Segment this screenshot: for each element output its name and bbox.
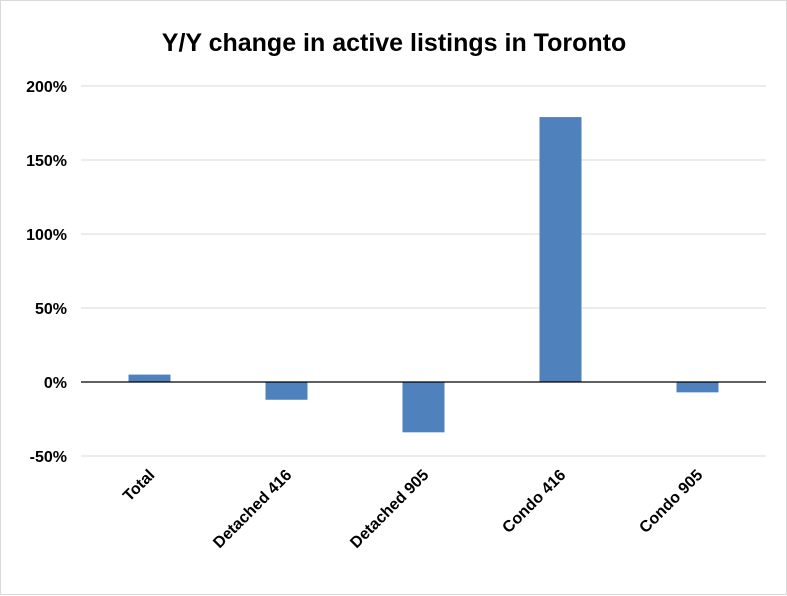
bar-condo-905 — [676, 382, 719, 393]
x-axis-category-labels: Total Detached 416 Detached 905 Condo 416 Co… — [120, 467, 706, 552]
gridlines — [81, 85, 766, 457]
bar-detached-905 — [402, 382, 445, 433]
chart-title: Y/Y change in active listings in Toronto — [162, 29, 626, 57]
bar-total — [128, 374, 171, 382]
x-category-label: Detached 416 — [210, 467, 295, 552]
x-category-label: Total — [120, 467, 158, 505]
y-tick-label: 200% — [26, 79, 67, 96]
y-tick-label: 0% — [44, 375, 67, 392]
y-tick-label: -50% — [30, 449, 67, 466]
y-tick-label: 50% — [35, 301, 67, 318]
x-category-label: Condo 416 — [499, 467, 569, 537]
y-tick-label: 150% — [26, 153, 67, 170]
bar-detached-416 — [265, 382, 308, 400]
x-category-label: Detached 905 — [347, 467, 432, 552]
x-category-label: Condo 905 — [636, 467, 706, 537]
y-tick-label: 100% — [26, 227, 67, 244]
bars — [128, 117, 719, 433]
bar-condo-416 — [539, 117, 582, 382]
y-axis-tick-labels: -50% 0% 50% 100% 150% 200% — [26, 79, 67, 466]
